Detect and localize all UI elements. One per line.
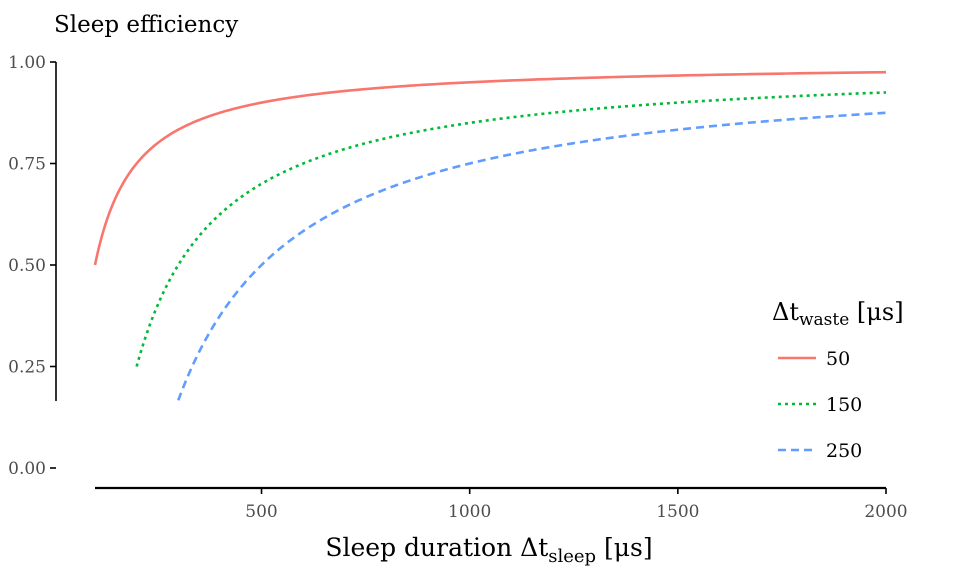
x-axis-ticks: 500 1000 1500 2000 — [245, 488, 908, 522]
y-tick-label: 0.25 — [8, 358, 46, 378]
legend-items: 50 150 250 — [778, 348, 862, 462]
series-line-150 — [135, 91, 887, 367]
legend-label-50: 50 — [826, 348, 850, 370]
x-tick-label: 1000 — [448, 502, 491, 522]
x-tick-label: 1500 — [656, 502, 699, 522]
series-line-50 — [93, 70, 887, 266]
y-axis-ticks: 0.00 0.25 0.50 0.75 1.00 — [8, 53, 56, 479]
series-line-250 — [177, 111, 887, 401]
legend-label-150: 150 — [826, 394, 862, 416]
x-tick-label: 500 — [245, 502, 277, 522]
x-tick-label: 2000 — [864, 502, 907, 522]
x-axis-title: Sleep duration Δtsleep [μs] — [325, 533, 652, 567]
y-tick-label: 0.50 — [8, 256, 46, 276]
y-tick-label: 0.00 — [8, 459, 46, 479]
legend: Δtwaste [μs] 50 150 250 — [772, 298, 904, 462]
legend-label-250: 250 — [826, 440, 862, 462]
series-lines — [93, 70, 887, 401]
y-tick-label: 0.75 — [8, 155, 46, 175]
y-axis-title: Sleep efficiency — [54, 12, 238, 38]
y-tick-label: 1.00 — [8, 53, 46, 73]
legend-title: Δtwaste [μs] — [772, 298, 904, 330]
